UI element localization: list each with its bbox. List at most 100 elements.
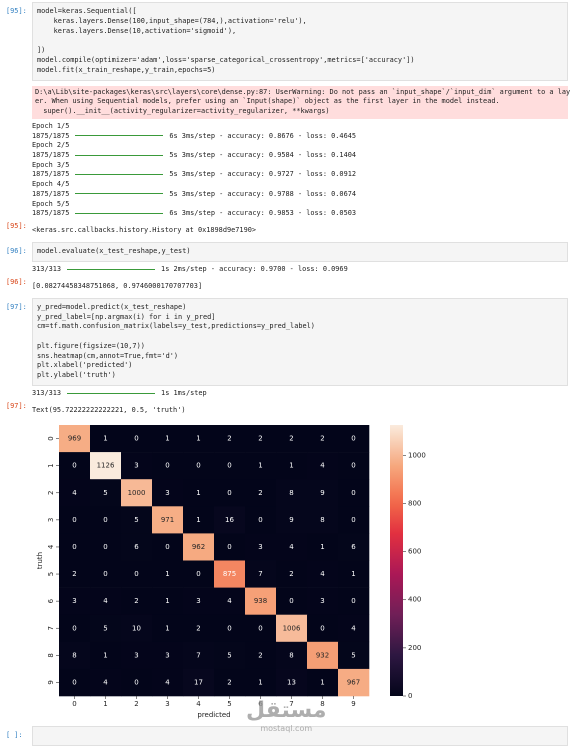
heatmap-cell [276,478,308,507]
cell-annotation: 938 [254,597,267,605]
heatmap-cell [307,424,339,453]
heatmap-cell [338,533,370,561]
cell-annotation: 9 [320,489,324,497]
cell-annotation: 0 [227,543,231,551]
cell-annotation: 4 [72,489,77,497]
output-prompt: [95]: [6,222,27,230]
heatmap-cell [121,668,153,697]
output-prompt-space [0,389,32,399]
cell-annotation: 0 [258,516,262,524]
result-body: <keras.src.callbacks.history.History at … [32,222,568,239]
heatmap-cell [121,560,153,588]
cell-annotation: 0 [103,543,107,551]
y-tick-label: 4 [47,544,55,549]
stream-line: 1875/1875 6s 3ms/step - accuracy: 0.8676 … [32,132,568,142]
colorbar-tick-label: 200 [408,644,421,652]
cell-annotation: 0 [351,516,355,524]
heatmap-cell [245,668,277,697]
cell-annotation: 2 [72,570,76,578]
heatmap-cell [276,587,308,615]
stream-text: Epoch 3/5 [32,160,70,169]
stream-text: Epoch 2/5 [32,141,70,150]
heatmap-cell [121,533,153,561]
warning-line: er. When using Sequential models, prefer… [35,97,500,106]
y-axis-label: truth [36,552,44,569]
code-block: model=keras.Sequential([ keras.layers.De… [37,7,563,36]
code-editor[interactable]: model.evaluate(x_test_reshape,y_test) [32,242,568,262]
cell-annotation: 969 [68,434,81,442]
cell-annotation: 4 [351,624,356,632]
heatmap-cell [245,451,277,480]
code-editor[interactable] [32,725,568,746]
stream-line: Epoch 5/5 [32,200,568,210]
cell-annotation: 5 [134,516,138,524]
heatmap-cell [152,668,184,697]
cell-annotation: 932 [316,651,329,659]
cell-annotation: 0 [72,543,76,551]
code-editor[interactable]: model=keras.Sequential([ keras.layers.De… [32,2,568,81]
cell-annotation: 10 [132,624,141,632]
heatmap-cell [307,614,339,642]
code-editor[interactable]: y_pred=model.predict(x_test_reshape) y_pr… [32,297,568,387]
heatmap-cell [338,587,370,615]
x-tick-label: 8 [320,700,324,708]
progress-bar [67,268,156,270]
heatmap-cell [183,641,215,669]
code-block: plt.figure(figsize=(10,7)) sns.heatmap(cm… [37,342,563,381]
cell-annotation: 967 [347,678,360,686]
y-tick-label: 8 [47,653,55,657]
heatmap-cell [214,478,246,507]
progress-info: 5s 3ms/step - accuracy: 0.9727 - loss: 0… [169,170,357,179]
cell-annotation: 17 [194,678,203,686]
code-line: keras.layers.Dense(100,input_shape=(784,… [37,16,307,25]
cell-annotation: 1006 [283,624,301,632]
heatmap-cell [338,668,370,697]
heatmap-cell [90,641,122,669]
heatmap-cell [121,641,153,669]
output-prompt-space [0,122,32,219]
x-tick-label: 6 [258,700,263,708]
stream-line: 1875/1875 5s 3ms/step - accuracy: 0.9584 … [32,151,568,161]
y-tick-label: 6 [47,598,55,603]
heatmap-cell [59,478,91,507]
watermark-arabic: مستقل [246,698,327,723]
cell-annotation: 0 [351,489,355,497]
heatmap-cell [245,641,277,669]
heatmap-cell [90,451,122,480]
cell-annotation: 4 [165,678,170,686]
heatmap-cell [59,506,91,534]
cell-annotation: 0 [351,597,355,605]
heatmap-cell [183,614,215,642]
output-prompt: [96]: [6,277,27,286]
cell-annotation: 1126 [97,461,115,469]
cell-annotation: 2 [227,678,231,686]
heatmap-cell [338,506,370,534]
heatmap-cell [121,451,153,480]
progress-bar [75,212,164,214]
stream-line: Epoch 2/5 [32,141,568,151]
warning-line: D:\a\Lib\site-packages\keras\src\layers\… [35,87,571,96]
cell-annotation: 1 [320,543,324,551]
colorbar-tick-label: 800 [408,499,421,507]
cell-annotation: 4 [289,543,294,551]
cell-annotation: 1 [103,651,107,659]
cell-annotation: 7 [258,570,262,578]
heatmap-cell [90,668,122,697]
progress-info: 5s 3ms/step - accuracy: 0.9584 - loss: 0… [169,151,357,160]
watermark-latin: mostaql.com [260,724,313,733]
heatmap-cell [152,506,184,534]
output-area: 313/313 1s 1ms/step [0,389,572,399]
heatmap-cell [59,587,91,615]
cell-annotation: 0 [320,624,324,632]
heatmap-cell [276,560,308,588]
cell-annotation: 2 [320,434,324,442]
input-prompt: [97]: [6,302,27,311]
result-area: [97]: Text(95.72222222222221, 0.5, 'truth… [0,402,572,723]
colorbar-tick-label: 0 [408,692,412,700]
heatmap-cell [152,424,184,453]
cell-annotation: 1 [196,489,200,497]
progress-info: 1s 2ms/step - accuracy: 0.9700 - loss: 0… [161,265,348,273]
cell-annotation: 1 [196,516,200,524]
x-tick-label: 2 [134,700,138,708]
